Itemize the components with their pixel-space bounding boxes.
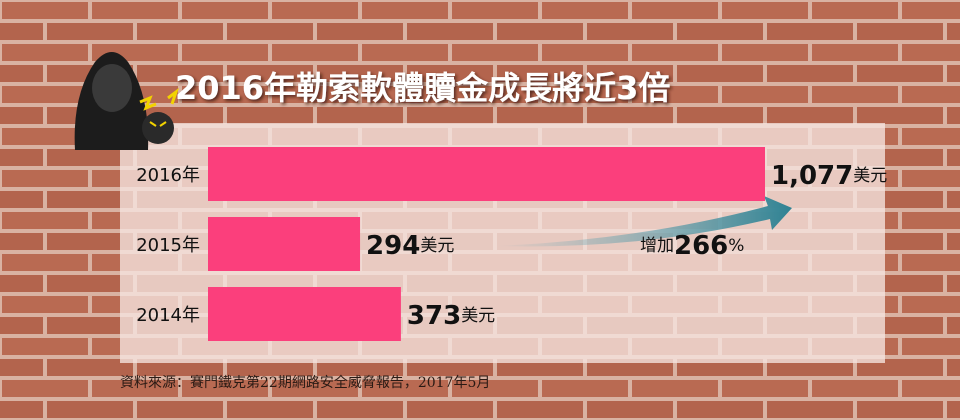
- category-label: 2014年: [136, 305, 200, 326]
- growth-arrow: [495, 196, 792, 247]
- value-label: 1,077美元: [771, 161, 887, 191]
- bar: [208, 287, 401, 341]
- category-label: 2015年: [136, 235, 200, 256]
- chart-title: 2016年勒索軟體贖金成長將近3倍: [175, 69, 670, 107]
- category-label: 2016年: [136, 165, 200, 186]
- bar: [208, 217, 361, 271]
- source: 資料來源：賽門鐵克第22期網路安全威脅報告，2017年5月: [120, 374, 490, 391]
- annotation: 增加266%: [640, 231, 744, 261]
- value-label: 294美元: [366, 231, 454, 261]
- hacker-icon: [74, 52, 179, 150]
- bar: [208, 147, 765, 201]
- value-label: 373美元: [407, 301, 495, 331]
